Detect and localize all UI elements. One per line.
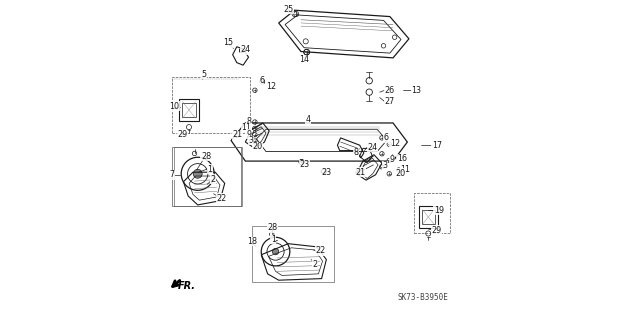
Text: 12: 12 — [266, 82, 276, 91]
Text: 21: 21 — [233, 130, 243, 139]
Text: 13: 13 — [412, 86, 422, 95]
Circle shape — [273, 249, 278, 255]
Text: 21: 21 — [356, 168, 365, 177]
Text: 14: 14 — [300, 55, 309, 64]
Text: 1: 1 — [271, 235, 276, 244]
Text: 8: 8 — [353, 148, 358, 157]
Text: 8: 8 — [246, 117, 252, 126]
Text: 11: 11 — [400, 165, 410, 174]
Text: 2: 2 — [312, 260, 317, 269]
Text: 23: 23 — [321, 168, 332, 177]
Circle shape — [193, 169, 202, 178]
Text: 24: 24 — [241, 45, 251, 55]
Text: 2: 2 — [211, 175, 216, 184]
Text: 6: 6 — [383, 133, 388, 142]
Text: 28: 28 — [268, 223, 278, 232]
Text: FR.: FR. — [178, 281, 196, 291]
Text: 17: 17 — [432, 141, 442, 150]
Text: 20: 20 — [396, 169, 406, 178]
Text: 16: 16 — [397, 154, 407, 163]
Text: 1: 1 — [207, 165, 212, 174]
Text: 29: 29 — [432, 226, 442, 234]
Text: 26: 26 — [385, 86, 395, 95]
Text: 3: 3 — [383, 161, 388, 170]
Text: 25: 25 — [284, 5, 294, 14]
Text: 9: 9 — [390, 155, 395, 164]
Text: 9: 9 — [246, 130, 252, 138]
Text: 15: 15 — [223, 38, 233, 47]
Text: 27: 27 — [385, 97, 395, 106]
Text: 29: 29 — [178, 130, 188, 139]
Text: SK73-B3950E: SK73-B3950E — [397, 293, 449, 302]
Text: 4: 4 — [306, 115, 310, 124]
Text: 7: 7 — [169, 170, 174, 179]
Text: 6: 6 — [259, 76, 264, 85]
Text: 24: 24 — [367, 143, 377, 152]
Text: 28: 28 — [201, 152, 211, 161]
Text: 20: 20 — [253, 142, 263, 151]
Text: 18: 18 — [248, 237, 257, 246]
Text: 23: 23 — [300, 160, 310, 169]
Text: 11: 11 — [241, 123, 252, 132]
Text: 12: 12 — [390, 139, 400, 148]
Text: 5: 5 — [202, 70, 207, 79]
Text: 22: 22 — [316, 247, 326, 256]
Text: 3: 3 — [248, 136, 253, 145]
Text: 19: 19 — [434, 206, 444, 215]
Text: 22: 22 — [217, 194, 227, 203]
Text: 10: 10 — [169, 102, 179, 111]
